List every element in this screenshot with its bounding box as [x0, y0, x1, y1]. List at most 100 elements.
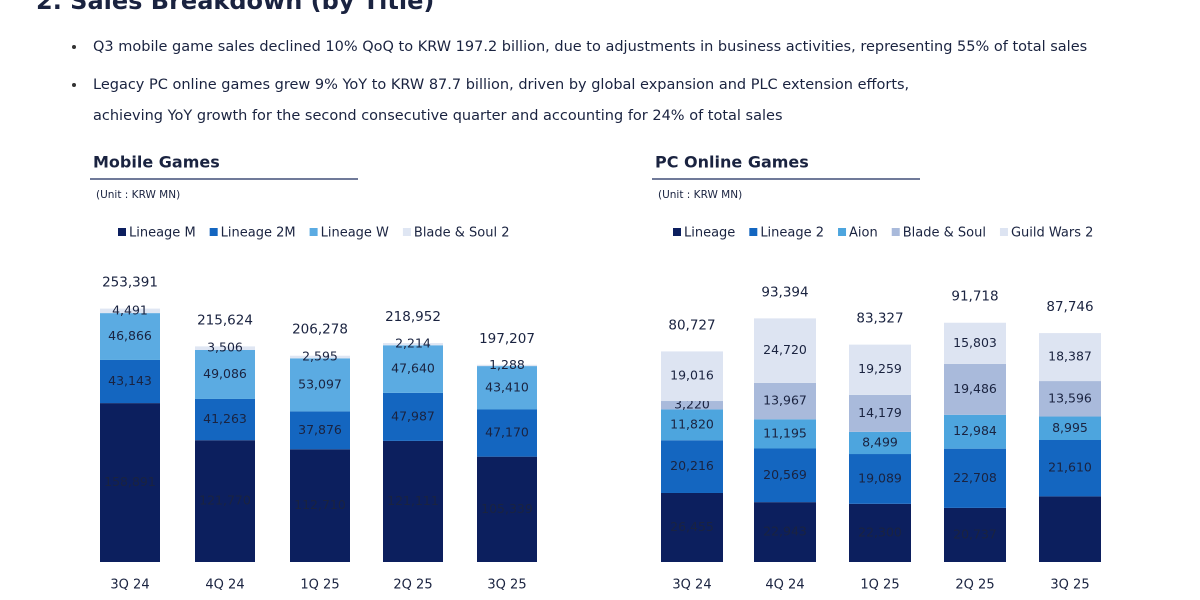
value-label: 4,491 [112, 302, 148, 317]
value-label: 22,708 [953, 470, 997, 485]
value-label: 14,179 [858, 405, 902, 420]
value-label: 2,214 [395, 336, 431, 351]
value-label: 24,720 [763, 342, 807, 357]
value-label: 20,216 [670, 458, 714, 473]
bar-segment [754, 448, 816, 503]
bar-segment [290, 449, 350, 562]
value-label: 158,891 [104, 474, 156, 489]
legend-swatch [118, 228, 126, 236]
total-label: 80,727 [668, 317, 715, 333]
bar-segment [849, 344, 911, 395]
bar-segment [195, 398, 255, 441]
total-label: 206,278 [292, 322, 348, 338]
bar-segment [849, 394, 911, 432]
legend-swatch [309, 228, 318, 236]
bar-segment [849, 503, 911, 562]
bar-segment [661, 409, 723, 441]
value-label: 21,610 [1048, 460, 1092, 475]
value-label: 121,770 [199, 493, 251, 508]
x-tick-label: 2Q 25 [955, 578, 994, 593]
bar-segment [754, 502, 816, 562]
bar-segment [100, 308, 160, 314]
x-tick-label: 3Q 25 [1050, 578, 1089, 593]
bar-segment [477, 364, 537, 367]
bar-segment [383, 440, 443, 562]
x-tick-label: 3Q 25 [487, 578, 526, 593]
chart-title: PC Online Games [655, 153, 809, 172]
legend-label: Blade & Soul 2 [414, 226, 510, 241]
bar-segment [477, 456, 537, 562]
value-label: 3,506 [207, 340, 243, 355]
bullet-dot [72, 83, 76, 87]
value-label: 37,876 [298, 422, 342, 437]
bar-segment [100, 359, 160, 404]
bar-segment [100, 403, 160, 562]
legend-swatch [209, 228, 218, 236]
x-tick-label: 4Q 24 [765, 578, 804, 593]
value-label: 22,943 [763, 524, 807, 539]
value-label: 8,995 [1052, 420, 1088, 435]
bar-segment [944, 363, 1006, 415]
value-label: 13,967 [763, 393, 807, 408]
legend-label: Lineage 2 [760, 226, 824, 241]
legend-label: Guild Wars 2 [1011, 226, 1093, 241]
bar-segment [1039, 381, 1101, 417]
bar-segment [661, 440, 723, 493]
legend-label: Aion [849, 226, 878, 241]
value-label: 43,143 [108, 373, 152, 388]
bar-segment [1039, 333, 1101, 382]
value-label: 41,263 [203, 411, 247, 426]
value-label: 11,195 [763, 425, 807, 440]
x-tick-label: 1Q 25 [300, 578, 339, 593]
bar-segment [944, 322, 1006, 364]
chart-title: Mobile Games [93, 153, 220, 172]
value-label: 121,111 [387, 493, 439, 508]
total-label: 218,952 [385, 309, 441, 325]
total-label: 215,624 [197, 312, 253, 328]
value-label: 19,259 [858, 361, 902, 376]
value-label: 13,596 [1048, 390, 1092, 405]
x-tick-label: 3Q 24 [110, 578, 149, 593]
value-label: 19,016 [670, 368, 714, 383]
x-tick-label: 2Q 25 [393, 578, 432, 593]
bar-segment [1039, 439, 1101, 497]
legend-swatch [999, 228, 1008, 236]
bar-segment [477, 409, 537, 457]
value-label: 47,170 [485, 425, 529, 440]
bar-segment [290, 358, 350, 412]
bar-segment [477, 366, 537, 410]
x-tick-label: 4Q 24 [205, 578, 244, 593]
value-label: 47,640 [391, 361, 435, 376]
x-tick-label: 1Q 25 [860, 578, 899, 593]
total-label: 91,718 [951, 289, 998, 305]
slide-title: 2. Sales Breakdown (by Title) [36, 0, 434, 15]
bar-segment [195, 349, 255, 399]
bar-segment [383, 343, 443, 346]
value-label: 112,710 [294, 497, 346, 512]
bar-segment [944, 448, 1006, 508]
value-label: 20,737 [953, 526, 997, 541]
bar-segment [290, 411, 350, 450]
value-label: 47,987 [391, 408, 435, 423]
bar-segment [754, 419, 816, 449]
legend-label: Lineage [684, 226, 735, 241]
bar-segment [849, 454, 911, 504]
bar-segment [290, 355, 350, 359]
bullet-text: Legacy PC online games grew 9% YoY to KR… [93, 77, 909, 93]
value-label: 19,486 [953, 381, 997, 396]
bar-segment [195, 440, 255, 562]
bullet-text: Q3 mobile game sales declined 10% QoQ to… [93, 39, 1087, 55]
x-tick-label: 3Q 24 [672, 578, 711, 593]
value-label: 8,499 [862, 434, 898, 449]
unit-label: (Unit : KRW MN) [96, 189, 180, 201]
legend-swatch [838, 228, 847, 236]
value-label: 26,455 [670, 519, 714, 534]
bar-segment [661, 351, 723, 402]
value-label: 11,820 [670, 416, 714, 431]
bar-segment [661, 492, 723, 562]
value-label: 19,089 [858, 470, 902, 485]
bar-segment [944, 507, 1006, 562]
bar-segment [383, 345, 443, 393]
